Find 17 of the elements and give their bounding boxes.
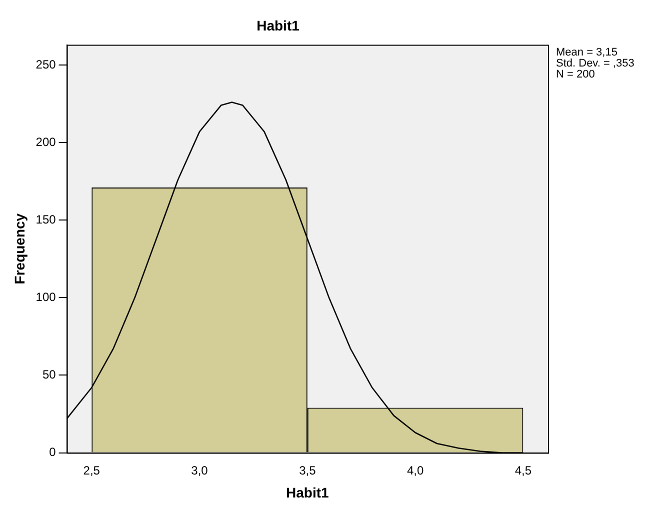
y-tick-label: 100 — [36, 290, 56, 304]
y-tick-label: 150 — [36, 212, 56, 226]
x-tick-label: 2,5 — [83, 463, 100, 478]
y-tick-label: 200 — [36, 134, 56, 149]
text: Std. Dev. = ,353 — [556, 57, 634, 70]
y-tick-label: 50 — [42, 368, 56, 382]
text: N = 200 — [556, 68, 595, 80]
x-tick-label: 4,0 — [406, 463, 424, 478]
chart-title: Habit1 — [256, 17, 300, 34]
text: Mean = 3,15 — [556, 46, 618, 58]
y-tick-label: 250 — [36, 57, 56, 72]
x-tick-label: 4,5 — [514, 463, 532, 478]
x-tick-label: 3,0 — [191, 463, 208, 478]
x-tick-label: 3,5 — [299, 463, 316, 478]
y-tick-label: 0 — [49, 445, 56, 460]
y-axis-title: Frequency — [11, 213, 28, 284]
x-axis-title: Habit1 — [286, 484, 330, 500]
